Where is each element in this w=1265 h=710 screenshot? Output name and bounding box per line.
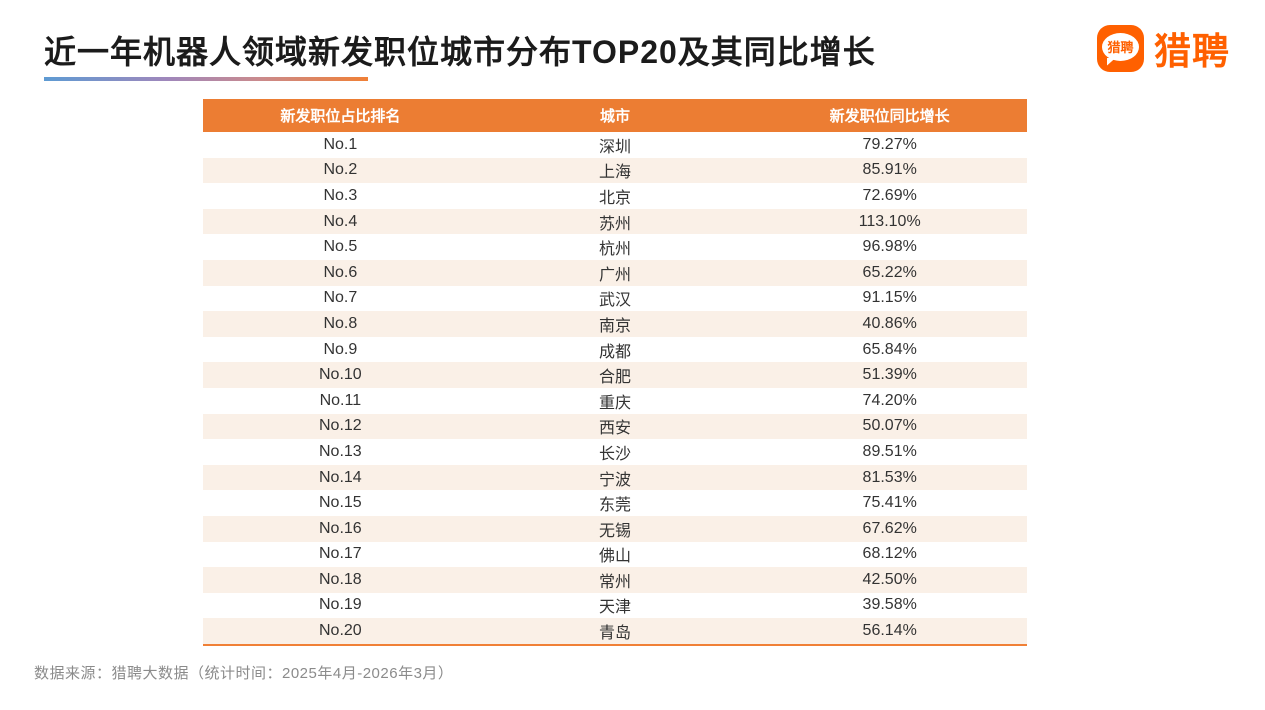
- city-cell: 苏州: [599, 215, 632, 233]
- rank-cell: No.6: [323, 263, 358, 281]
- table-row: No.9 成都 65.84%: [203, 336, 1027, 363]
- city-cell: 深圳: [599, 138, 632, 156]
- city-cell: 合肥: [599, 369, 632, 387]
- city-cell: 重庆: [599, 394, 632, 412]
- rank-cell: No.15: [318, 494, 362, 512]
- table-row: No.5 杭州 96.98%: [203, 234, 1027, 260]
- growth-cell: 75.41%: [862, 494, 917, 512]
- city-cell: 武汉: [599, 292, 632, 310]
- city-cell: 广州: [599, 266, 632, 284]
- growth-cell: 89.51%: [862, 442, 917, 460]
- city-cell: 西安: [599, 420, 632, 438]
- table-row: No.11 重庆 74.20%: [203, 387, 1027, 414]
- table-body: No.1 深圳 79.27% No.2 上海 85.91% No.3 北京 72.69% No.4…: [203, 132, 1027, 646]
- liepin-logo-icon: 猎聘: [1097, 24, 1144, 72]
- rank-cell: No.4: [323, 212, 358, 230]
- rank-cell: No.1: [323, 135, 358, 153]
- table-row: No.17 佛山 68.12%: [203, 541, 1027, 568]
- table-row: No.2 上海 85.91%: [203, 157, 1027, 184]
- rank-cell: No.20: [318, 622, 362, 640]
- city-cell: 长沙: [599, 445, 632, 463]
- city-cell: 无锡: [599, 522, 632, 540]
- growth-cell: 65.22%: [862, 263, 917, 281]
- city-cell: 青岛: [599, 625, 632, 643]
- table-row: No.20 青岛 56.14%: [203, 618, 1027, 644]
- rank-cell: No.2: [323, 161, 358, 179]
- speech-bubble-icon: 猎聘: [1102, 32, 1139, 61]
- growth-cell: 68.12%: [862, 545, 917, 563]
- rank-cell: No.3: [323, 186, 358, 204]
- table-row: No.19 天津 39.58%: [203, 592, 1027, 619]
- table-row: No.6 广州 65.22%: [203, 259, 1027, 286]
- table-row: No.3 北京 72.69%: [203, 183, 1027, 209]
- growth-cell: 113.10%: [858, 212, 921, 230]
- city-cell: 杭州: [599, 241, 632, 259]
- rank-cell: No.14: [318, 468, 362, 486]
- brand-wordmark: 猎聘: [1154, 31, 1230, 72]
- table-row: No.8 南京 40.86%: [203, 311, 1027, 337]
- city-cell: 南京: [599, 317, 632, 335]
- rank-cell: No.8: [323, 314, 358, 332]
- title-underline: [44, 77, 368, 81]
- rank-cell: No.11: [319, 391, 362, 409]
- table-row: No.13 长沙 89.51%: [203, 439, 1027, 465]
- growth-cell: 56.14%: [862, 622, 917, 640]
- growth-cell: 51.39%: [862, 366, 917, 384]
- liepin-logo: 猎聘 猎聘: [1097, 21, 1230, 75]
- growth-cell: 50.07%: [862, 417, 917, 435]
- city-cell: 北京: [599, 189, 632, 207]
- ranking-table: 新发职位占比排名 城市 新发职位同比增长 No.1 深圳 79.27% No.2 上海 85.…: [203, 99, 1027, 646]
- growth-cell: 96.98%: [862, 238, 917, 256]
- city-cell: 天津: [599, 599, 632, 617]
- growth-cell: 85.91%: [862, 161, 917, 179]
- rank-cell: No.17: [318, 545, 362, 563]
- growth-cell: 91.15%: [862, 289, 917, 307]
- growth-cell: 65.84%: [862, 340, 917, 358]
- city-cell: 常州: [599, 573, 632, 591]
- table-row: No.12 西安 50.07%: [203, 413, 1027, 440]
- rank-cell: No.10: [318, 366, 362, 384]
- growth-cell: 72.69%: [862, 186, 917, 204]
- city-cell: 上海: [599, 164, 632, 182]
- page-title: 近一年机器人领域新发职位城市分布TOP20及其同比增长: [44, 34, 876, 70]
- source-note: 数据来源：猎聘大数据（统计时间：2025年4月-2026年3月）: [34, 665, 454, 682]
- rank-cell: No.19: [318, 596, 362, 614]
- rank-cell: No.16: [318, 519, 362, 537]
- growth-cell: 67.62%: [862, 519, 917, 537]
- table-row: No.7 武汉 91.15%: [203, 285, 1027, 312]
- city-cell: 宁波: [599, 471, 632, 489]
- growth-cell: 39.58%: [862, 596, 917, 614]
- table-header-row: 新发职位占比排名 城市 新发职位同比增长: [203, 99, 1027, 132]
- rank-cell: No.13: [318, 442, 362, 460]
- growth-cell: 81.53%: [862, 468, 917, 486]
- growth-cell: 42.50%: [862, 570, 917, 588]
- growth-cell: 74.20%: [862, 391, 917, 409]
- city-cell: 佛山: [599, 548, 632, 566]
- growth-cell: 40.86%: [862, 314, 917, 332]
- rank-cell: No.12: [318, 417, 362, 435]
- growth-cell: 79.27%: [862, 135, 917, 153]
- table-row: No.10 合肥 51.39%: [203, 362, 1027, 388]
- table-row: No.14 宁波 81.53%: [203, 464, 1027, 491]
- logo-badge-text: 猎聘: [1107, 40, 1134, 55]
- city-cell: 东莞: [599, 497, 632, 515]
- header-cell-city: 城市: [600, 108, 631, 125]
- rank-cell: No.9: [323, 340, 358, 358]
- header-cell-growth: 新发职位同比增长: [829, 108, 950, 125]
- table-row: No.1 深圳 79.27%: [203, 132, 1027, 158]
- city-cell: 成都: [599, 343, 632, 361]
- rank-cell: No.5: [323, 238, 358, 256]
- rank-cell: No.18: [318, 570, 362, 588]
- rank-cell: No.7: [323, 289, 358, 307]
- table-row: No.16 无锡 67.62%: [203, 515, 1027, 542]
- header-cell-rank: 新发职位占比排名: [280, 108, 401, 125]
- table-row: No.15 东莞 75.41%: [203, 490, 1027, 516]
- table-row: No.4 苏州 113.10%: [203, 208, 1027, 235]
- table-row: No.18 常州 42.50%: [203, 567, 1027, 593]
